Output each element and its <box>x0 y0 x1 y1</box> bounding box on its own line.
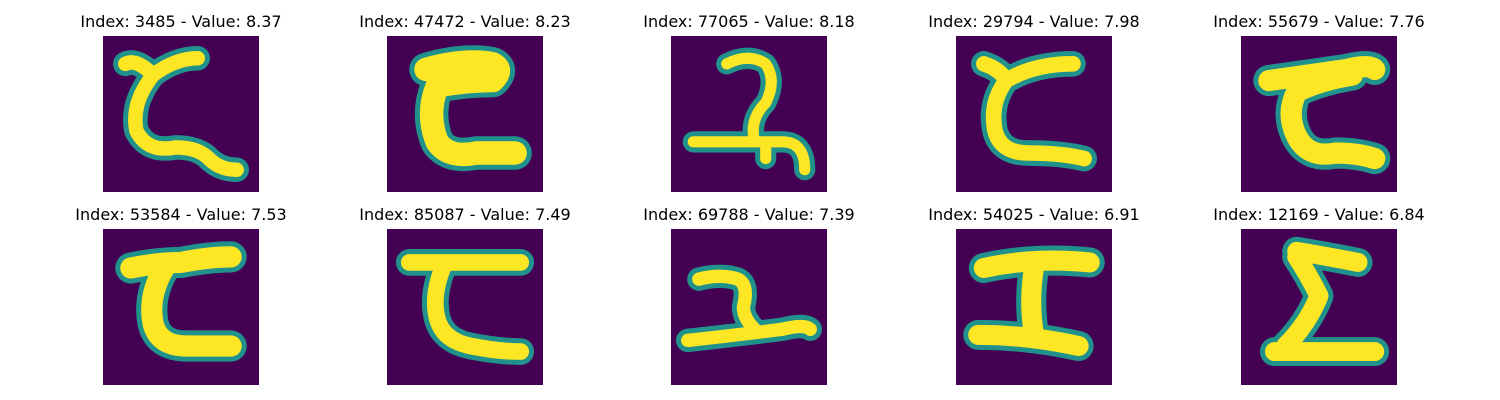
panel-title: Index: 29794 - Value: 7.98 <box>928 12 1140 31</box>
image-panel-5: Index: 55679 - Value: 7.76 <box>1179 12 1459 202</box>
digit-image-rotated-two-b <box>956 36 1112 192</box>
panel-title: Index: 3485 - Value: 8.37 <box>80 12 282 31</box>
digit-image-hook-crossbar <box>671 36 827 192</box>
panel-title: Index: 85087 - Value: 7.49 <box>359 205 571 224</box>
image-panel-8: Index: 69788 - Value: 7.39 <box>609 205 889 395</box>
panel-title: Index: 55679 - Value: 7.76 <box>1213 12 1425 31</box>
panel-title: Index: 12169 - Value: 6.84 <box>1213 205 1425 224</box>
image-panel-3: Index: 77065 - Value: 8.18 <box>609 12 889 202</box>
image-panel-6: Index: 53584 - Value: 7.53 <box>41 205 321 395</box>
digit-image-i-beam <box>956 229 1112 385</box>
image-panel-10: Index: 12169 - Value: 6.84 <box>1179 205 1459 395</box>
image-panel-9: Index: 54025 - Value: 6.91 <box>894 205 1174 395</box>
image-panel-2: Index: 47472 - Value: 8.23 <box>325 12 605 202</box>
digit-image-small-hook-base <box>671 229 827 385</box>
panel-title: Index: 53584 - Value: 7.53 <box>75 205 287 224</box>
digit-image-open-c <box>387 229 543 385</box>
digit-image-rotated-two-c <box>1241 36 1397 192</box>
digit-image-z-shape <box>1241 229 1397 385</box>
panel-title: Index: 69788 - Value: 7.39 <box>643 205 855 224</box>
panel-title: Index: 54025 - Value: 6.91 <box>928 205 1140 224</box>
digit-image-rotated-two-d <box>103 229 259 385</box>
image-panel-1: Index: 3485 - Value: 8.37 <box>41 12 321 202</box>
image-panel-7: Index: 85087 - Value: 7.49 <box>325 205 605 395</box>
panel-title: Index: 77065 - Value: 8.18 <box>643 12 855 31</box>
digit-image-thick-c <box>387 36 543 192</box>
image-panel-4: Index: 29794 - Value: 7.98 <box>894 12 1174 202</box>
panel-title: Index: 47472 - Value: 8.23 <box>359 12 571 31</box>
digit-image-rotated-two-a <box>103 36 259 192</box>
